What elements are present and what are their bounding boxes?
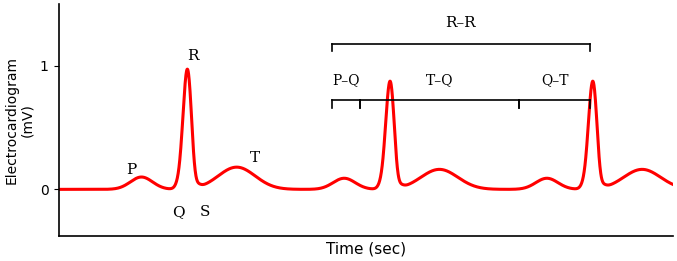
Y-axis label: Electrocardiogram
(mV): Electrocardiogram (mV)	[4, 56, 35, 184]
Text: Q: Q	[172, 205, 185, 220]
Text: R–R: R–R	[445, 16, 476, 30]
Text: P–Q: P–Q	[332, 73, 359, 87]
Text: P: P	[126, 163, 136, 177]
Text: T: T	[250, 151, 260, 165]
Text: T–Q: T–Q	[426, 73, 453, 87]
X-axis label: Time (sec): Time (sec)	[326, 242, 406, 257]
Text: R: R	[187, 49, 198, 63]
Text: S: S	[200, 205, 210, 220]
Text: Q–T: Q–T	[541, 73, 568, 87]
